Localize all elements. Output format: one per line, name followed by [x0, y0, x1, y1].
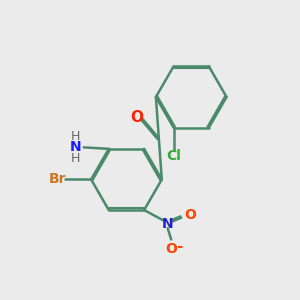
Text: N: N	[162, 217, 173, 231]
Text: N: N	[70, 140, 81, 154]
Text: H: H	[71, 130, 80, 143]
Text: O: O	[165, 242, 177, 256]
Text: O: O	[130, 110, 143, 125]
Text: O: O	[184, 208, 196, 222]
Text: -: -	[176, 239, 183, 254]
Text: H: H	[71, 152, 80, 165]
Text: Cl: Cl	[166, 149, 181, 163]
Text: Br: Br	[49, 172, 66, 186]
